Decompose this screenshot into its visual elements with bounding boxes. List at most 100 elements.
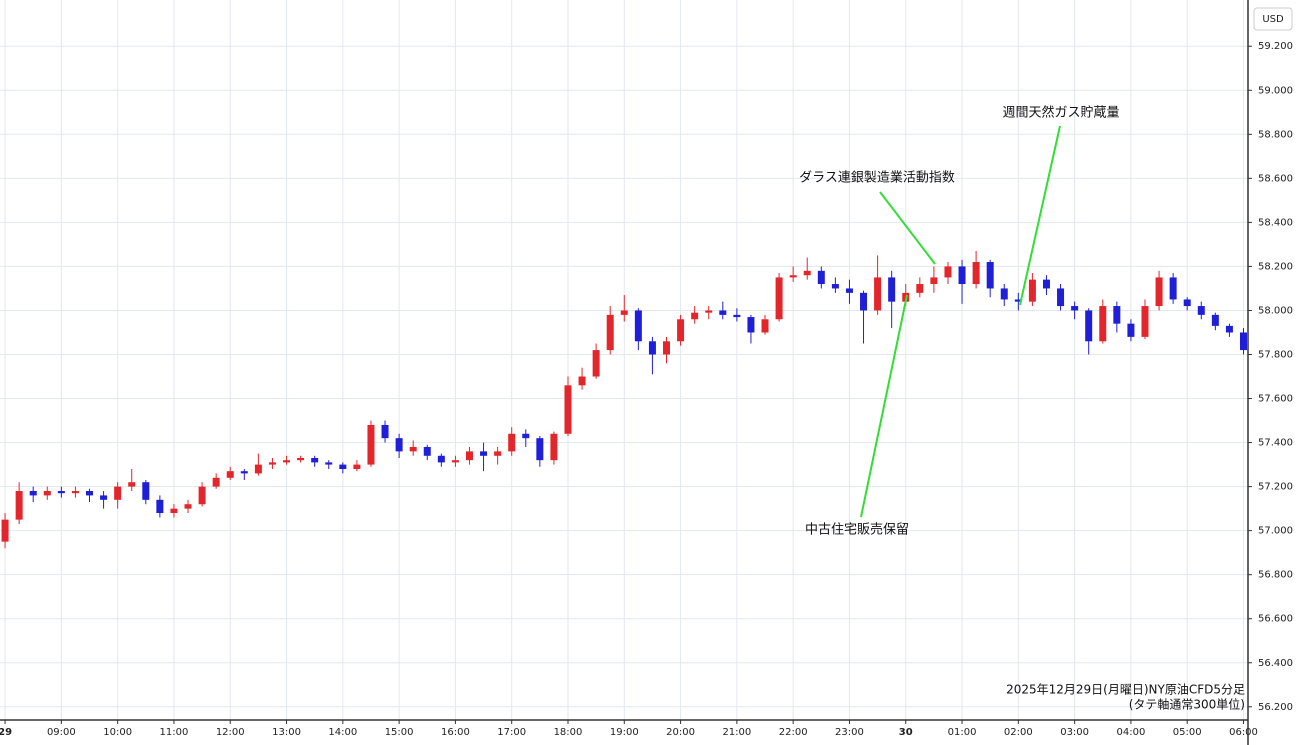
candle-body [578,376,586,386]
candle-body [1113,306,1121,324]
candle-body [803,270,811,276]
candle-body [1225,325,1233,333]
y-tick-label: 56.600 [1258,614,1293,625]
candle-body [254,464,262,474]
x-tick-label: 22:00 [779,727,808,738]
y-tick-label: 57.600 [1258,394,1293,405]
x-tick-label: 13:00 [272,727,301,738]
candle-body [1099,306,1107,342]
candle-body [86,491,94,496]
annotation: 中古住宅販売保留 [805,522,909,538]
candle-body [1155,277,1163,307]
x-tick-label: 05:00 [1173,727,1202,738]
x-axis: 29 09:00 10:00 11:00 12:00 13:00 14:00 15:00 16:… [0,720,1258,738]
candle-body [986,262,994,289]
candle-body [845,288,853,293]
x-tick-label: 03:00 [1060,727,1089,738]
y-tick-label: 57.800 [1258,349,1293,360]
chart-subtitle: (タテ軸通常300単位) [1129,697,1245,712]
candle-body [944,266,952,278]
candle-body [1,519,9,542]
x-tick-label: 10:00 [103,727,132,738]
candle-body [508,433,516,452]
candle-body [423,446,431,456]
candle-body [930,277,938,285]
candle-body [789,275,797,278]
y-tick-label: 58.600 [1258,173,1293,184]
candle-body [775,277,783,320]
candle-body [128,482,136,487]
x-tick-label: 14:00 [328,727,357,738]
candle-body [860,292,868,311]
x-tick-label: 15:00 [385,727,414,738]
candle-body [142,482,150,500]
candle-body [522,433,530,439]
candle-body [465,451,473,461]
candle-body [494,451,502,456]
candle-body [1014,299,1022,302]
candle-body [198,486,206,505]
y-axis: 56.200 56.400 56.600 56.800 57.000 57.200 57.4… [1248,41,1293,713]
candle-body [268,462,276,465]
candle-body [1183,299,1191,307]
candle-body [325,462,333,465]
candle-body [212,477,220,487]
candle-body [170,508,178,514]
candle-body [311,457,319,463]
currency: USD [1262,14,1284,25]
candle-body [733,314,741,318]
candle-body [437,455,445,463]
candle-body [1169,277,1177,300]
candle-body [297,457,305,461]
y-tick-label: 57.200 [1258,482,1293,493]
candle-body [592,350,600,377]
candle-body [620,310,628,315]
x-tick-label: 16:00 [441,727,470,738]
x-tick-label: 01:00 [948,727,977,738]
y-tick-label: 56.200 [1258,702,1293,713]
y-tick-label: 59.200 [1258,41,1293,52]
candle-body [1057,288,1065,307]
y-tick-label: 56.400 [1258,658,1293,669]
candle-body [1071,306,1079,311]
candle-body [156,499,164,514]
candle-body [648,341,656,355]
candle-body [283,460,291,463]
candle-body [536,438,544,461]
y-tick-label: 56.800 [1258,570,1293,581]
candle-body [1000,288,1008,300]
annotation: ダラス連銀製造業活動指数 [799,170,955,186]
candle-body [564,385,572,434]
x-tick-label: 09:00 [47,727,76,738]
candle-body [1028,279,1036,302]
x-tick-label: 17:00 [497,727,526,738]
candle-body [761,319,769,333]
x-tick-label: 04:00 [1116,727,1145,738]
candle-body [888,277,896,302]
candle-body [1127,323,1135,337]
y-tick-label: 59.000 [1258,85,1293,96]
candle-body [1239,332,1247,351]
x-tick-label: 20:00 [666,727,695,738]
candle-body [57,491,65,494]
candle-body [677,319,685,342]
y-tick-label: 57.000 [1258,526,1293,537]
candle-body [29,491,37,496]
x-tick-label: 29 [0,727,12,738]
candles [1,251,1247,549]
x-tick-label: 21:00 [722,727,751,738]
x-tick-label: 19:00 [610,727,639,738]
candle-body [409,446,417,452]
x-tick-label: 18:00 [554,727,583,738]
candle-body [634,310,642,342]
candle-body [381,424,389,439]
currency-box [1253,7,1293,31]
candle-body [240,471,248,474]
candle-body [114,486,122,500]
x-tick-label: 02:00 [1004,727,1033,738]
candle-body [1211,314,1219,326]
y-tick-label: 58.800 [1258,129,1293,140]
candle-body [691,312,699,320]
candle-body [817,270,825,285]
candle-body [451,460,459,463]
